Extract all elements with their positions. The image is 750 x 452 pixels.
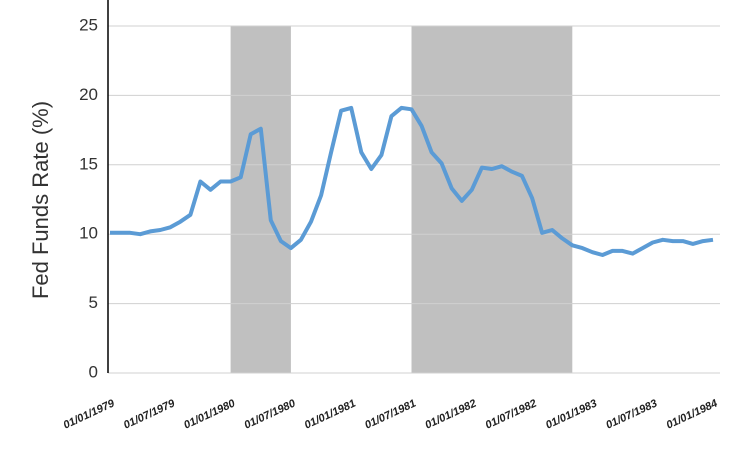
x-tick-label: 01/07/1980 — [242, 397, 298, 432]
x-tick-label: 01/07/1981 — [363, 397, 418, 431]
y-tick-label: 0 — [89, 362, 98, 381]
x-tick-label: 01/07/1983 — [604, 397, 659, 431]
shaded-range — [411, 26, 573, 373]
line-series — [110, 105, 714, 257]
x-tick-label: 01/01/1979 — [62, 397, 118, 432]
x-tick-label: 01/01/1982 — [423, 397, 478, 431]
x-tick-label: 01/01/1984 — [665, 397, 720, 431]
shaded-range — [230, 26, 291, 373]
x-tick-label: 01/07/1982 — [484, 397, 539, 431]
y-tick-label: 25 — [79, 15, 98, 34]
x-tick-label: 01/07/1979 — [122, 397, 178, 432]
y-axis-label: Fed Funds Rate (%) — [28, 101, 53, 299]
y-tick-label: 20 — [79, 85, 98, 104]
x-tick-label: 01/01/1981 — [303, 397, 358, 431]
x-tick-label: 01/01/1980 — [182, 397, 238, 432]
x-tick-label: 01/01/1983 — [544, 397, 599, 431]
y-tick-label: 15 — [79, 154, 98, 173]
y-tick-label: 5 — [89, 293, 98, 312]
y-tick-label: 10 — [79, 224, 98, 243]
